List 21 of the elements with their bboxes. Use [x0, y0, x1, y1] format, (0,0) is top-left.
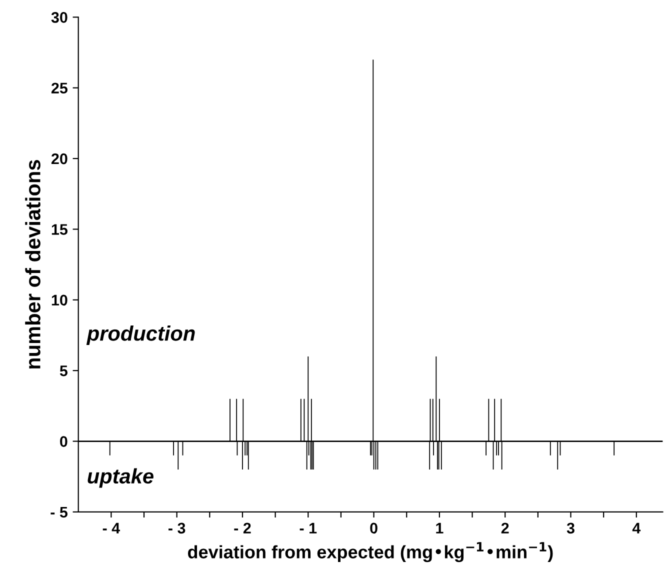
x-axis-title: deviation from expected (mg•kg$^{−1}$•min$^{−1}$)	[188, 542, 553, 562]
x-tick-label: - 1	[300, 522, 317, 534]
annotation: production	[86, 326, 195, 345]
x-tick-label: 2	[501, 522, 509, 534]
y-tick-label: 15	[52, 224, 68, 235]
x-tick-label: 1	[436, 522, 444, 534]
y-tick-label: 25	[51, 82, 68, 94]
y-tick-label: 5	[60, 366, 68, 376]
y-tick-label: 0	[60, 436, 68, 447]
y-tick-label: 30	[51, 12, 68, 23]
x-tick-label: - 3	[168, 522, 186, 534]
annotation: uptake	[88, 468, 154, 488]
x-tick-label: 4	[632, 522, 641, 534]
x-tick-label: 3	[566, 522, 574, 534]
y-tick-label: 20	[51, 153, 68, 164]
x-tick-label: - 2	[234, 522, 251, 534]
x-tick-label: - 4	[102, 522, 120, 534]
x-tick-label: 0	[370, 522, 378, 534]
y-axis-title: number of deviations	[25, 160, 40, 369]
y-tick-label: 10	[52, 294, 68, 306]
y-tick-label: - 5	[50, 506, 68, 518]
